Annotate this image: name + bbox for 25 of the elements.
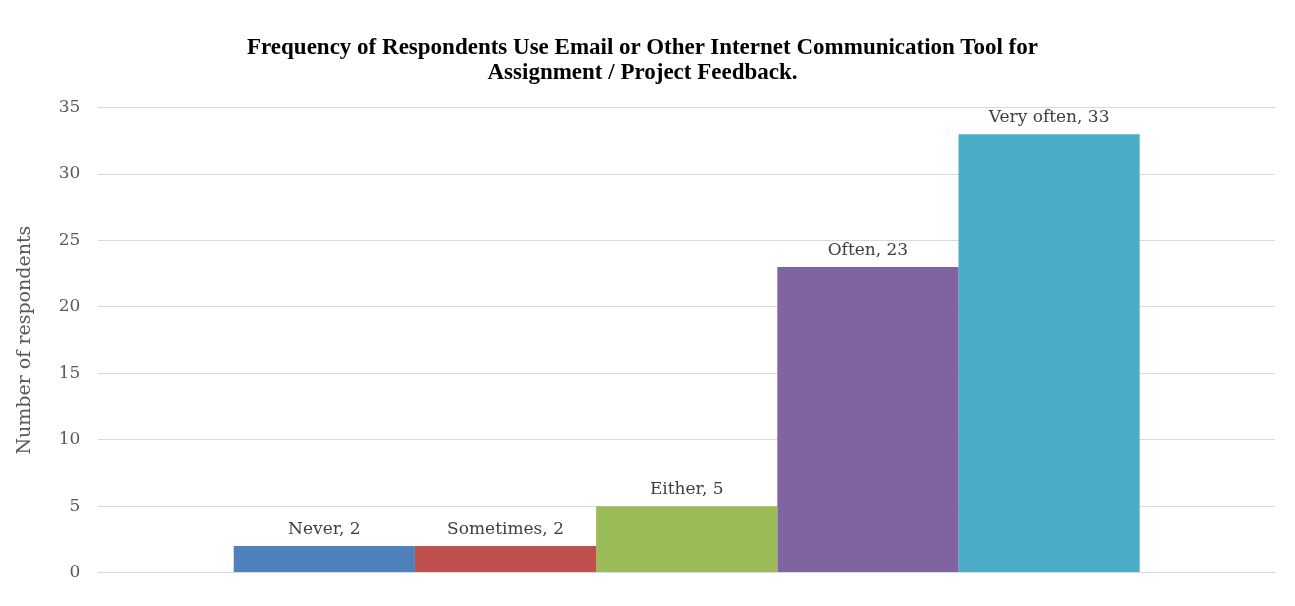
data-label: 2 [349, 517, 361, 538]
data-label: 33 [1087, 106, 1110, 127]
y-tick-label: 15 [58, 361, 81, 382]
series-label: Sometimes, [447, 517, 548, 538]
y-tick-label: 30 [58, 162, 81, 183]
series-label: Never, [288, 517, 345, 538]
bar [596, 506, 778, 573]
bar [233, 546, 415, 573]
bar [958, 134, 1140, 573]
y-tick-label: 20 [58, 295, 81, 316]
data-label: 5 [712, 478, 724, 499]
series-label: Either, [649, 478, 708, 499]
y-tick-label: 5 [69, 494, 81, 515]
y-tick-label: 25 [58, 228, 81, 249]
data-label: 23 [886, 238, 909, 259]
bar [414, 546, 597, 573]
data-label: 2 [553, 517, 564, 538]
y-tick-label: 10 [58, 428, 81, 449]
series-label: Often, [827, 238, 882, 259]
y-tick-label: 0 [69, 561, 81, 582]
bar [777, 267, 959, 573]
y-axis-title: Number of respondents [12, 225, 35, 455]
series-label: Very often, [987, 106, 1083, 127]
chart-title: Frequency of Respondents Use Email or Other Internet Communication Tool for Assignment / Project Feedback. [247, 33, 1038, 84]
y-tick-label: 35 [58, 96, 81, 117]
